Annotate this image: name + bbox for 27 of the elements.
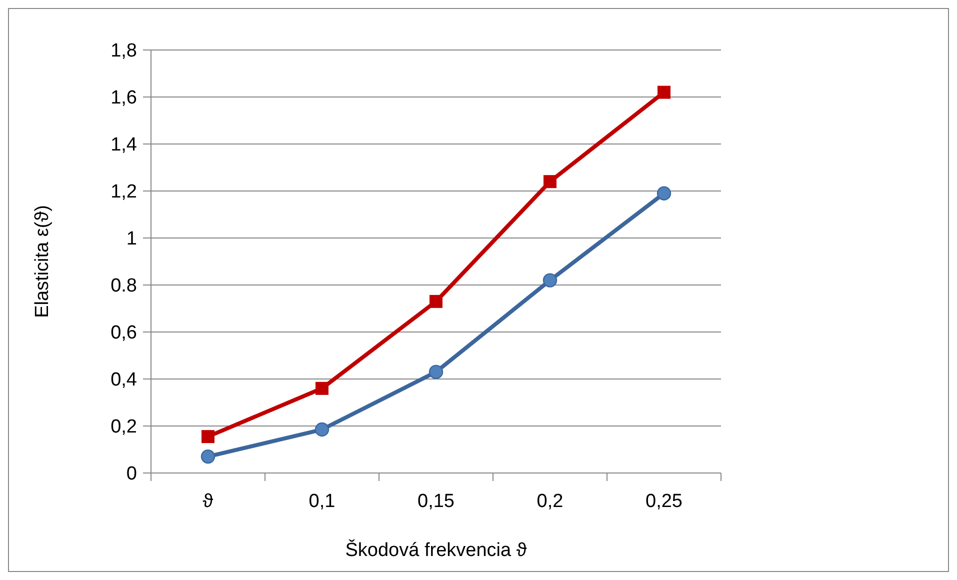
point	[544, 175, 556, 188]
x-tick-label: ϑ	[202, 491, 214, 512]
y-tick-label: 1,4	[110, 134, 138, 156]
y-tick-label: 1,6	[110, 88, 137, 109]
y-tick-label: 1,2	[110, 182, 137, 203]
y-axis-title: Elasticita ε(ϑ)	[32, 205, 53, 318]
y-tick-label: 0,6	[110, 322, 137, 344]
y-tick-label: 1	[126, 228, 137, 250]
y-tick-label: 0	[126, 464, 137, 485]
point	[542, 273, 558, 288]
x-tick-label: 0,15	[418, 491, 454, 512]
point	[314, 422, 330, 437]
point	[656, 186, 672, 200]
point	[200, 449, 216, 464]
point	[202, 430, 214, 444]
point	[430, 294, 442, 308]
point	[316, 382, 328, 395]
y-tick-label: 0.8	[110, 276, 137, 297]
y-tick-label: 0,4	[110, 370, 138, 391]
point	[428, 364, 444, 380]
x-axis-title: Škodová frekvencia ϑ	[345, 539, 528, 561]
point	[658, 86, 670, 99]
x-tick-label: 0,2	[536, 491, 564, 512]
y-tick-label: 1,8	[110, 40, 137, 62]
y-tick-label: 0,2	[110, 416, 137, 438]
x-tick-label: 0,1	[308, 491, 336, 512]
x-tick-label: 0,25	[646, 491, 682, 512]
